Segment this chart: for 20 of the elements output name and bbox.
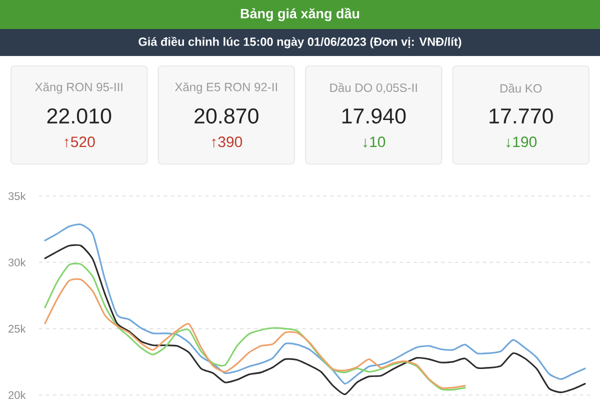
y-tick-label: 25k <box>8 324 26 333</box>
data-label: 17.770 <box>490 108 553 124</box>
data-label: ↓190 <box>506 136 537 148</box>
text: Giá điều chỉnh lúc 15:00 ngày 01/06/2023 (Đơn vị: VNĐ/lít) <box>138 36 462 48</box>
y-tick-label: 35k <box>8 192 26 200</box>
category-label: Dầu KO <box>500 83 542 93</box>
data-label: 17.940 <box>342 108 406 124</box>
category-label: Xăng E5 RON 92-II <box>174 82 277 94</box>
category-label: Dầu DO 0,05S-II <box>330 82 417 94</box>
line-series <box>44 244 586 395</box>
data-label: ↑520 <box>64 136 95 148</box>
y-tick-label: 20k <box>8 390 26 400</box>
data-label: ↑390 <box>212 136 242 148</box>
data-label: 22.010 <box>47 108 112 124</box>
data-label: ↓10 <box>364 136 386 148</box>
line-series <box>44 224 586 385</box>
y-tick-label: 30k <box>8 258 26 266</box>
text: Bảng giá xăng dầu <box>240 8 360 22</box>
data-label: 20.870 <box>194 108 258 124</box>
category-label: Xăng RON 95-III <box>35 82 122 94</box>
